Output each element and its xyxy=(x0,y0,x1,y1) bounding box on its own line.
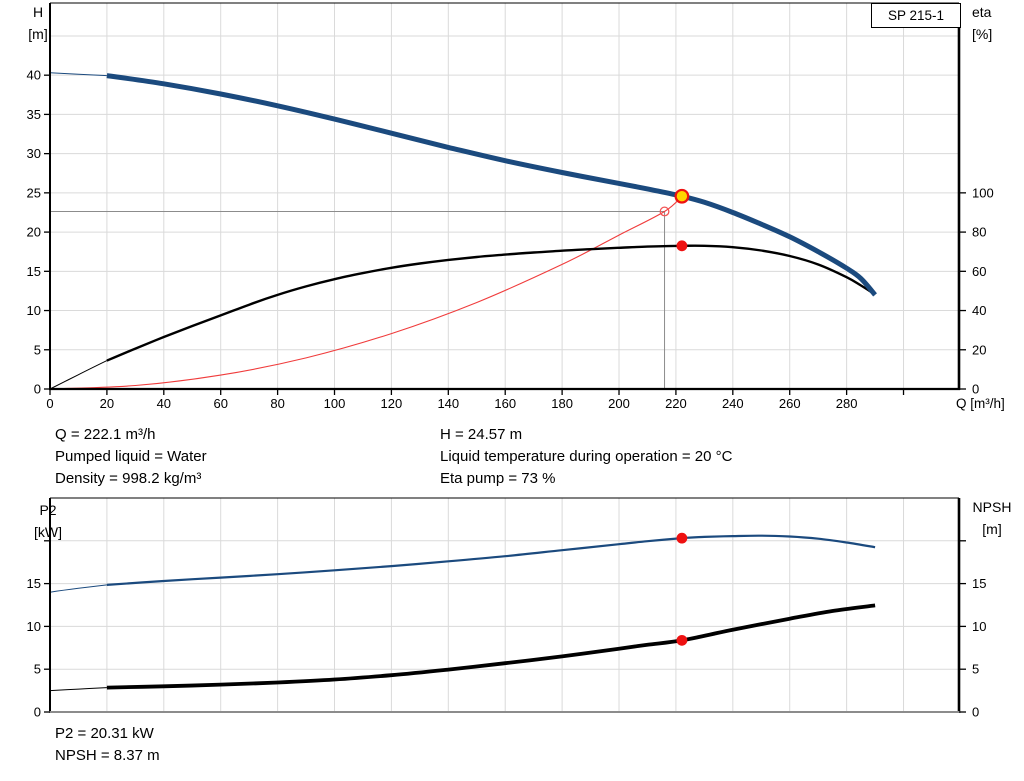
tick-label: 20 xyxy=(100,396,114,411)
tick-label: 15 xyxy=(27,264,41,279)
tick-label: 10 xyxy=(27,303,41,318)
tick-label: 60 xyxy=(972,264,986,279)
p2-axis-symbol: P2 xyxy=(39,502,57,518)
tick-label: 100 xyxy=(972,185,994,200)
y-right-axis-label-top-chart: eta [%] xyxy=(972,1,1020,45)
tick-label: 0 xyxy=(972,705,979,720)
tick-label: 35 xyxy=(27,107,41,122)
h-curve xyxy=(106,73,878,297)
pump-model-badge: SP 215-1 xyxy=(871,3,961,28)
tick-label: 40 xyxy=(972,303,986,318)
tick-label: 260 xyxy=(779,396,801,411)
p2-npsh-chart: 0 5 10 15 0 5 10 15 xyxy=(27,497,986,720)
tick-label: 5 xyxy=(34,662,41,677)
tick-label: 120 xyxy=(381,396,403,411)
tick-label: 30 xyxy=(27,146,41,161)
p2-point xyxy=(676,532,688,544)
p2-curve xyxy=(49,584,107,593)
tick-label: 100 xyxy=(324,396,346,411)
tick-label: 5 xyxy=(34,342,41,357)
result-npsh: NPSH = 8.37 m xyxy=(55,747,160,764)
tick-label: 80 xyxy=(972,225,986,240)
npsh-axis-symbol: NPSH xyxy=(972,499,1012,515)
tick-label: 15 xyxy=(972,576,986,591)
npsh-axis-unit: [m] xyxy=(982,521,1002,537)
result-pumped-liquid: Pumped liquid = Water xyxy=(55,448,207,465)
eta-axis-unit: [%] xyxy=(972,26,993,42)
tick-label: 160 xyxy=(494,396,516,411)
h-curve xyxy=(49,72,107,77)
tick-label: 20 xyxy=(27,225,41,240)
tick-label: 0 xyxy=(972,382,979,397)
result-liquid-temperature: Liquid temperature during operation = 20… xyxy=(440,448,733,465)
tick-label: 20 xyxy=(972,342,986,357)
tick-label: 180 xyxy=(551,396,573,411)
tick-label: 140 xyxy=(437,396,459,411)
tick-label: 220 xyxy=(665,396,687,411)
result-density: Density = 998.2 kg/m³ xyxy=(55,470,202,487)
eta-curve xyxy=(49,360,108,390)
tick-label: 10 xyxy=(27,619,41,634)
y-right-axis-label-bottom-chart: NPSH [m] xyxy=(961,496,1023,540)
npsh-curve xyxy=(49,687,107,692)
tick-label: 40 xyxy=(157,396,171,411)
result-p2: P2 = 20.31 kW xyxy=(55,725,154,742)
npsh-curve xyxy=(106,603,876,690)
result-flow: Q = 222.1 m³/h xyxy=(55,426,156,443)
tick-label: 0 xyxy=(34,382,41,397)
system-curve xyxy=(49,195,683,390)
h-axis-unit: [m] xyxy=(28,26,48,42)
hq-eta-chart: 0 20 40 60 80 100 120 140 160 180 200 220 240 260 2800… xyxy=(27,2,994,411)
result-eta-pump: Eta pump = 73 % xyxy=(440,470,556,487)
tick-label: 200 xyxy=(608,396,630,411)
y-left-axis-label-top-chart: H [m] xyxy=(20,1,56,45)
requested-duty-point xyxy=(659,206,670,217)
tick-label: 25 xyxy=(27,185,41,200)
y-left-axis-label-bottom-chart: P2 [kW] xyxy=(26,499,70,543)
eta-axis-symbol: eta xyxy=(972,4,992,20)
tick-label: 0 xyxy=(46,396,53,411)
tick-label: 40 xyxy=(27,68,41,83)
tick-label: 80 xyxy=(270,396,284,411)
tick-label: 10 xyxy=(972,619,986,634)
tick-label: 240 xyxy=(722,396,744,411)
tick-label: 0 xyxy=(34,705,41,720)
h-axis-symbol: H xyxy=(32,4,44,20)
eta-point xyxy=(676,240,688,252)
tick-label: 60 xyxy=(213,396,227,411)
npsh-point xyxy=(676,634,688,646)
tick-label: 15 xyxy=(27,576,41,591)
eta-curve xyxy=(106,244,876,362)
duty-point xyxy=(674,188,690,204)
result-head: H = 24.57 m xyxy=(440,426,523,443)
p2-curve xyxy=(106,534,876,586)
tick-label: 280 xyxy=(836,396,858,411)
x-axis-label: Q [m³/h] xyxy=(956,396,1005,411)
p2-axis-unit: [kW] xyxy=(34,524,62,540)
tick-label: 5 xyxy=(972,662,979,677)
